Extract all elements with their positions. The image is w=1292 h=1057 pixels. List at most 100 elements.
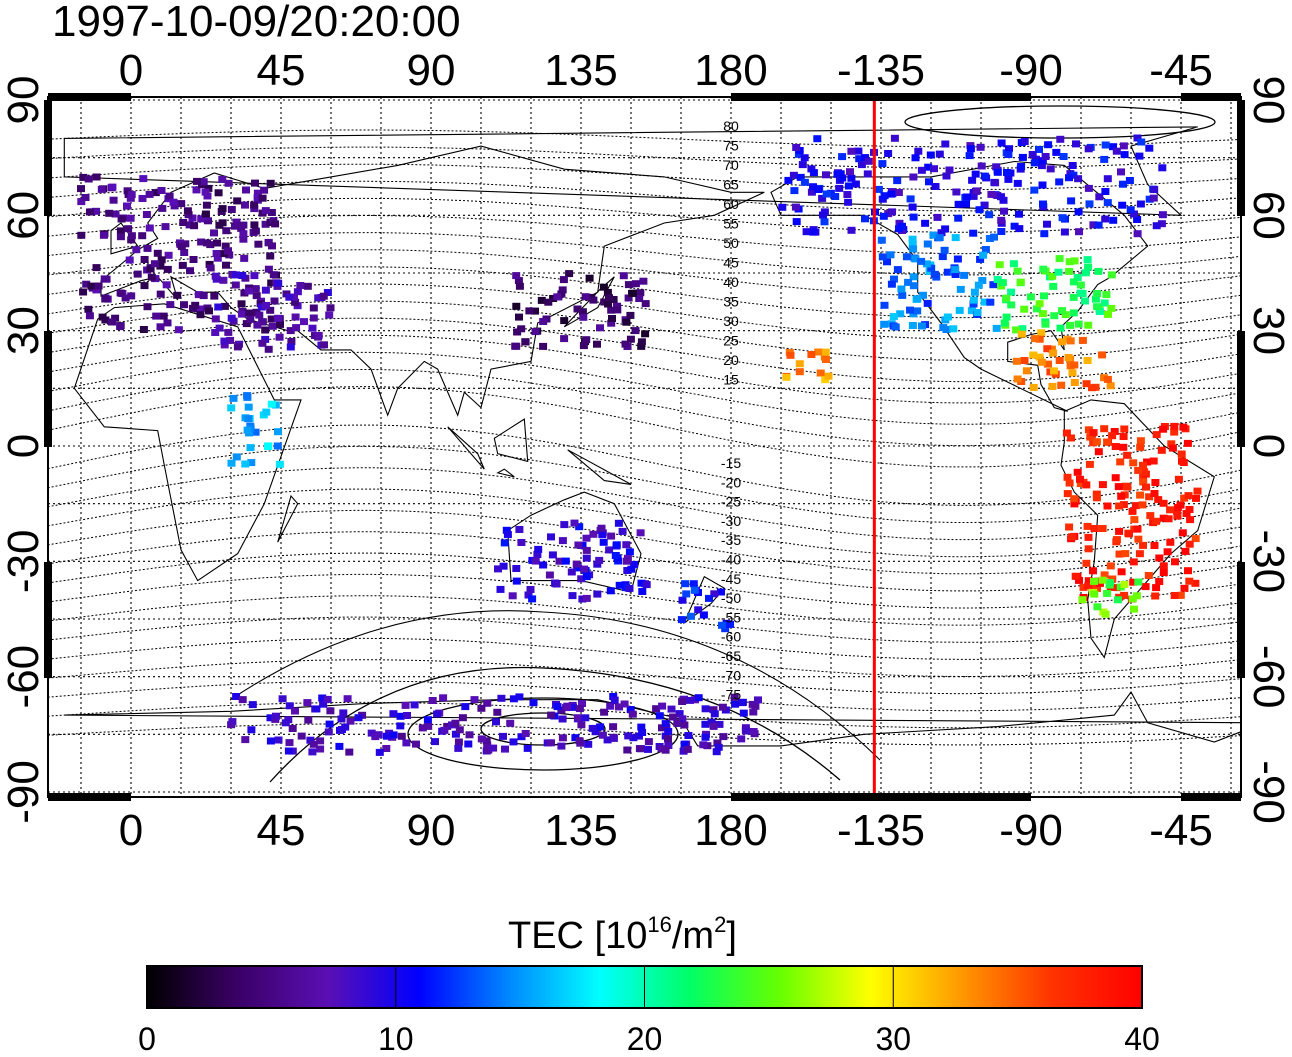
tec-sample [846, 168, 854, 176]
tec-sample [809, 183, 817, 191]
tec-sample [275, 333, 284, 341]
tec-sample [85, 312, 94, 320]
tec-sample [1107, 304, 1116, 312]
tec-sample [521, 730, 530, 737]
right-latitude-axis: 90 60 30 0 -30 -60 -90 [1244, 76, 1292, 824]
contour-label: -45 [721, 571, 741, 587]
tec-sample [938, 253, 947, 261]
tec-sample [84, 175, 93, 183]
tec-sample [800, 154, 809, 162]
tec-sample [140, 282, 149, 290]
frame-tick-band [731, 793, 1031, 801]
frame-tick-band [44, 331, 52, 447]
mag-lat-contour [48, 266, 1241, 319]
tec-sample [526, 586, 535, 593]
tec-sample [558, 286, 567, 294]
tec-sample [1084, 321, 1093, 329]
tec-sample [316, 745, 325, 753]
tec-sample [613, 306, 622, 314]
contour-label: -50 [721, 590, 741, 606]
tec-sample [917, 166, 926, 174]
tec-sample [547, 739, 555, 747]
tec-sample [707, 718, 716, 726]
tec-sample [500, 539, 509, 547]
tec-sample [1176, 501, 1185, 509]
tec-sample [941, 140, 950, 148]
tec-sample [517, 539, 526, 546]
tec-sample [607, 319, 616, 327]
longitude-tick-label: -135 [837, 46, 925, 95]
tec-sample [992, 324, 1001, 332]
tec-sample [1115, 502, 1124, 510]
tec-sample [942, 172, 951, 180]
tec-sample [278, 695, 287, 703]
tec-sample [1134, 578, 1143, 586]
tec-sample [678, 715, 687, 723]
tec-sample [935, 234, 944, 242]
tec-sample [593, 560, 602, 568]
tec-sample [1076, 475, 1084, 483]
tec-sample [1178, 457, 1186, 465]
tec-sample [461, 703, 470, 711]
contour-label: 75 [723, 138, 739, 154]
tec-sample [173, 291, 182, 299]
tec-sample [323, 289, 332, 296]
tec-sample [796, 173, 805, 181]
tec-sample [979, 251, 988, 259]
tec-sample [990, 233, 998, 241]
tec-sample [1184, 492, 1193, 500]
tec-sample [139, 326, 148, 333]
tec-sample [204, 184, 213, 192]
tec-sample [807, 188, 816, 196]
tec-sample [575, 705, 584, 713]
tec-sample [458, 714, 467, 722]
tec-sample [605, 294, 613, 302]
tec-sample [494, 565, 502, 573]
tec-sample [1098, 525, 1107, 532]
tec-sample [240, 289, 249, 297]
tec-sample [205, 260, 214, 268]
tec-sample [1069, 171, 1078, 179]
tec-sample [224, 179, 233, 187]
tec-sample [335, 742, 344, 750]
tec-sample [525, 307, 534, 315]
tec-sample [1070, 361, 1079, 369]
tec-sample [954, 200, 963, 208]
tec-sample [274, 279, 283, 287]
tec-sample [1085, 200, 1094, 208]
tec-sample [638, 588, 647, 595]
tec-sample [851, 180, 860, 188]
mag-lat-contour [48, 214, 1241, 255]
tec-sample [703, 742, 712, 750]
tec-sample [1129, 459, 1138, 467]
tec-sample [624, 732, 633, 740]
tec-sample [578, 542, 587, 549]
tec-sample [1104, 310, 1112, 318]
tec-sample [255, 311, 264, 319]
tec-sample [639, 277, 648, 285]
contour-label: -35 [721, 532, 741, 548]
contour-label: -25 [721, 494, 741, 510]
tec-sample [661, 746, 670, 754]
tec-sample [1192, 494, 1200, 502]
tec-sample [261, 220, 270, 228]
tec-sample [220, 302, 229, 310]
tec-sample [678, 698, 687, 705]
tec-sample [1065, 267, 1074, 275]
tec-sample [1118, 201, 1127, 209]
tec-sample [1109, 216, 1118, 224]
tec-sample [715, 720, 724, 728]
tec-sample [286, 327, 295, 335]
tec-sample [303, 282, 312, 290]
tec-sample [1151, 479, 1160, 486]
tec-sample [582, 546, 591, 554]
tec-sample [261, 326, 270, 334]
tec-sample [622, 557, 631, 565]
tec-sample [1081, 297, 1089, 305]
tec-sample [619, 272, 628, 280]
tec-sample [786, 351, 795, 359]
mag-lat-contour [48, 680, 1241, 712]
tec-sample [509, 695, 518, 703]
tec-sample [1007, 288, 1016, 296]
tec-sample [239, 235, 248, 243]
